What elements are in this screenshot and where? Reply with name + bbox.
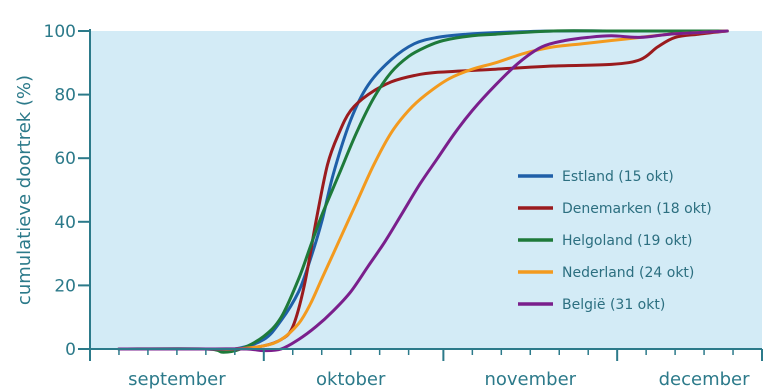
legend: Estland (15 okt) Denemarken (18 okt) Helgo… (518, 169, 712, 313)
y-tick-label: 60 (54, 149, 76, 169)
y-tick-label: 20 (54, 276, 76, 296)
y-axis-title: cumulatieve doortrek (%) (14, 75, 35, 305)
plot-area (90, 31, 762, 349)
legend-label-3: Nederland (24 okt) (562, 265, 694, 281)
x-month-label: oktober (316, 369, 386, 389)
legend-label-2: Helgoland (19 okt) (562, 233, 693, 249)
legend-label-0: Estland (15 okt) (562, 169, 674, 185)
legend-label-4: België (31 okt) (562, 297, 665, 313)
x-month-label: september (128, 369, 226, 389)
x-month-labels: september oktober november december (128, 369, 750, 389)
y-tick-label: 0 (65, 340, 76, 360)
axes-layer (78, 29, 763, 361)
legend-label-1: Denemarken (18 okt) (562, 201, 712, 217)
x-month-label: december (659, 369, 751, 389)
series-line-2 (117, 29, 729, 354)
x-month-label: november (484, 369, 576, 389)
y-tick-labels: 0 20 40 60 80 100 (44, 22, 76, 360)
y-tick-label: 80 (54, 86, 76, 106)
series-line-3 (117, 29, 729, 351)
y-tick-label: 40 (54, 213, 76, 233)
series-layer (117, 29, 729, 354)
y-tick-label: 100 (44, 22, 76, 42)
